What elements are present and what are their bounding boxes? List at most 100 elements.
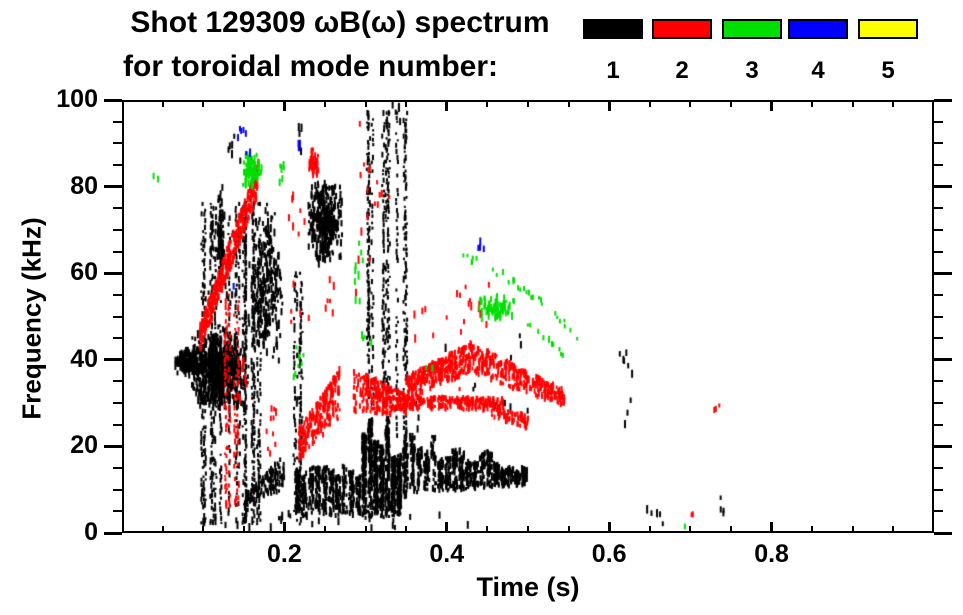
y-tick-right: [934, 424, 943, 426]
x-tick-label: 0.8: [754, 540, 789, 568]
y-tick-right: [934, 207, 943, 209]
y-tick-label: 0: [84, 518, 98, 546]
y-tick-left: [104, 99, 122, 102]
legend-label-5: 5: [881, 57, 895, 84]
legend-swatch-1: [583, 19, 643, 39]
y-tick-right: [934, 532, 952, 535]
y-tick-right: [934, 402, 943, 404]
y-tick-left: [104, 445, 122, 448]
x-tick-top: [202, 102, 204, 107]
x-tick-top: [243, 102, 245, 107]
y-tick-left: [104, 532, 122, 535]
x-tick-bottom: [568, 526, 570, 531]
y-tick-left: [113, 229, 122, 231]
y-tick-left: [113, 251, 122, 253]
x-tick-top: [324, 102, 326, 107]
x-tick-top: [365, 102, 367, 107]
x-tick-bottom: [405, 526, 407, 531]
x-tick-top: [770, 102, 773, 111]
x-tick-top: [608, 102, 611, 111]
y-tick-left: [113, 164, 122, 166]
chart-title-line1: Shot 129309 ωB(ω) spectrum: [130, 6, 550, 39]
x-tick-top: [568, 102, 570, 107]
x-tick-top: [283, 102, 286, 111]
y-tick-left: [113, 380, 122, 382]
y-tick-right: [934, 489, 943, 491]
x-tick-bottom: [892, 526, 894, 531]
y-tick-label: 20: [70, 431, 98, 460]
y-tick-right: [934, 185, 952, 188]
y-tick-left: [113, 510, 122, 512]
x-tick-top: [162, 102, 164, 107]
y-tick-right: [934, 164, 943, 166]
y-tick-left: [104, 272, 122, 275]
x-tick-bottom: [689, 526, 691, 531]
y-tick-right: [934, 272, 952, 275]
plot-frame: [122, 100, 934, 533]
y-tick-left: [113, 424, 122, 426]
x-tick-bottom: [324, 526, 326, 531]
legend-label-3: 3: [745, 57, 759, 84]
x-tick-bottom: [162, 526, 164, 531]
y-tick-right: [934, 229, 943, 231]
y-tick-left: [113, 337, 122, 339]
y-tick-left: [104, 185, 122, 188]
x-axis-title: Time (s): [476, 572, 580, 602]
x-tick-top: [649, 102, 651, 107]
x-tick-label: 0.2: [267, 540, 302, 568]
y-tick-label: 80: [70, 171, 98, 200]
y-tick-right: [934, 358, 952, 361]
y-tick-right: [934, 142, 943, 144]
mode-number-legend: 1 2 3 4 5: [0, 0, 963, 95]
x-tick-bottom: [283, 522, 286, 531]
y-tick-right: [934, 99, 952, 102]
y-tick-right: [934, 316, 943, 318]
x-tick-bottom: [486, 526, 488, 531]
spectrogram-plot-area: [124, 102, 932, 531]
y-tick-left: [113, 489, 122, 491]
x-tick-top: [811, 102, 813, 107]
x-tick-top: [730, 102, 732, 107]
y-tick-right: [934, 251, 943, 253]
legend-swatch-3: [722, 19, 782, 39]
legend-label-2: 2: [675, 57, 689, 84]
legend-swatch-2: [652, 19, 712, 39]
y-tick-left: [113, 207, 122, 209]
y-tick-label: 100: [56, 85, 98, 113]
x-tick-label: 0.4: [429, 540, 465, 568]
x-tick-bottom: [202, 526, 204, 531]
x-tick-bottom: [852, 526, 854, 531]
y-tick-right: [934, 337, 943, 339]
chart-title-line2: for toroidal mode number:: [123, 50, 498, 83]
legend-swatch-4: [788, 19, 848, 39]
x-tick-bottom: [527, 526, 529, 531]
y-tick-right: [934, 294, 943, 296]
x-tick-top: [445, 102, 448, 111]
y-tick-left: [104, 358, 122, 361]
y-tick-left: [113, 294, 122, 296]
y-tick-right: [934, 510, 943, 512]
x-tick-label: 0.6: [591, 540, 627, 568]
y-tick-right: [934, 380, 943, 382]
y-tick-label: 40: [70, 344, 98, 373]
x-tick-bottom: [770, 522, 773, 531]
x-tick-bottom: [365, 526, 367, 531]
x-tick-top: [892, 102, 894, 107]
x-tick-top: [527, 102, 529, 107]
x-tick-bottom: [608, 522, 611, 531]
y-tick-right: [934, 467, 943, 469]
y-tick-left: [113, 316, 122, 318]
y-tick-left: [113, 121, 122, 123]
x-tick-bottom: [243, 526, 245, 531]
y-tick-label: 60: [70, 258, 98, 287]
y-tick-left: [113, 467, 122, 469]
y-tick-left: [113, 142, 122, 144]
y-tick-right: [934, 121, 943, 123]
x-tick-bottom: [811, 526, 813, 531]
x-tick-bottom: [649, 526, 651, 531]
x-tick-top: [405, 102, 407, 107]
y-tick-left: [113, 402, 122, 404]
legend-label-4: 4: [811, 57, 825, 84]
y-tick-right: [934, 445, 952, 448]
